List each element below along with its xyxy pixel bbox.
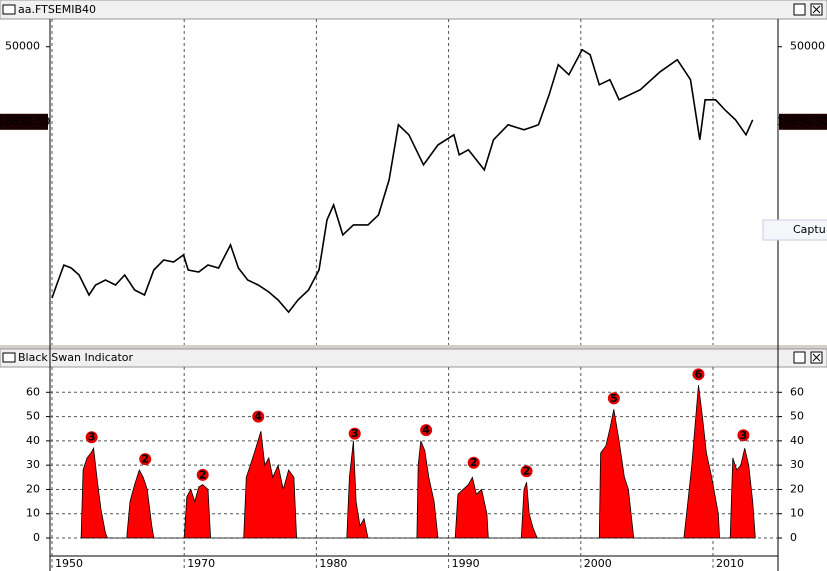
pane-separator — [0, 345, 827, 350]
peak-marker — [737, 429, 750, 442]
y-tick-label: 50000 — [790, 40, 825, 53]
y-tick-label: 50 — [790, 410, 804, 423]
close-icon — [812, 5, 821, 14]
tooltip-text: Captu — [793, 223, 826, 236]
title-bar — [0, 348, 827, 368]
x-tick-label: 2010 — [716, 557, 744, 570]
y-tick-label: 10 — [790, 507, 804, 520]
title-bar — [0, 0, 827, 20]
peak-label: 2 — [523, 465, 531, 478]
close-icon — [812, 353, 821, 362]
peak-marker — [607, 392, 620, 405]
peak-marker — [85, 431, 98, 444]
y-tick-label: 0 — [790, 531, 797, 544]
maximize-button[interactable] — [793, 351, 806, 364]
peak-label: 3 — [740, 429, 748, 442]
y-tick-label: 20 — [26, 482, 40, 495]
window-icon — [2, 4, 16, 15]
peak-label: 2 — [199, 468, 207, 481]
y-tick-label: 30 — [790, 458, 804, 471]
peak-marker — [196, 468, 209, 481]
last-price-box — [779, 113, 827, 130]
last-price-label: 16630.50 — [777, 115, 827, 128]
maximize-button[interactable] — [793, 3, 806, 16]
y-tick-label: 0 — [33, 531, 40, 544]
peak-label: 2 — [470, 456, 478, 469]
y-tick-label: 30 — [26, 458, 40, 471]
y-tick-label: 50000 — [5, 40, 40, 53]
peak-label: 3 — [351, 427, 359, 440]
y-tick-label: 40 — [26, 434, 40, 447]
tooltip — [762, 219, 827, 241]
y-tick-label: 60 — [790, 385, 804, 398]
y-tick-label: 10 — [26, 507, 40, 520]
peak-label: 2 — [141, 453, 149, 466]
peak-marker — [520, 465, 533, 478]
peak-label: 4 — [254, 410, 262, 423]
peak-marker — [467, 456, 480, 469]
peak-label: 3 — [88, 431, 96, 444]
x-tick-label: 1990 — [452, 557, 480, 570]
y-tick-label: 50 — [26, 410, 40, 423]
window-title: Black Swan Indicator — [18, 351, 134, 364]
price-line — [51, 48, 754, 314]
x-tick-label: 1950 — [55, 557, 83, 570]
peak-label: 5 — [610, 392, 618, 405]
peak-marker — [139, 453, 152, 466]
window-icon — [2, 352, 16, 363]
window-title: aa.FTSEMIB40 — [18, 3, 96, 16]
peak-label: 4 — [422, 424, 430, 437]
peak-marker — [252, 410, 265, 423]
x-tick-label: 2000 — [584, 557, 612, 570]
y-tick-label: 20 — [790, 482, 804, 495]
x-tick-label: 1970 — [187, 557, 215, 570]
peak-marker — [420, 424, 433, 437]
peak-label: 6 — [695, 368, 703, 381]
peak-marker — [348, 427, 361, 440]
y-tick-label: 40 — [790, 434, 804, 447]
peak-marker — [692, 368, 705, 381]
plots: 50000 50000 16630.50 16630.50 1950 1970 1980 19… — [0, 19, 827, 571]
indicator-area — [80, 384, 756, 539]
x-tick-label: 1980 — [319, 557, 347, 570]
y-tick-label: 60 — [26, 385, 40, 398]
last-price-label: 16630.50 — [0, 115, 50, 128]
last-price-box — [0, 113, 48, 130]
